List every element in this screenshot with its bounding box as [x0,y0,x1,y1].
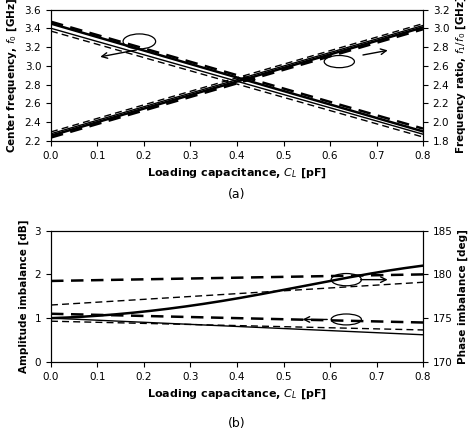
Text: (b): (b) [228,417,246,430]
Y-axis label: Amplitude imbalance [dB]: Amplitude imbalance [dB] [19,219,29,373]
Y-axis label: Frequency ratio, $f_1/f_0$ [GHz]: Frequency ratio, $f_1/f_0$ [GHz] [455,0,468,154]
Y-axis label: Center frequency, $f_0$ [GHz]: Center frequency, $f_0$ [GHz] [6,0,19,153]
X-axis label: Loading capacitance, $C_L$ [pF]: Loading capacitance, $C_L$ [pF] [147,166,327,180]
Y-axis label: Phase imbalance [deg]: Phase imbalance [deg] [458,229,468,363]
X-axis label: Loading capacitance, $C_L$ [pF]: Loading capacitance, $C_L$ [pF] [147,387,327,401]
Text: (a): (a) [228,188,246,201]
